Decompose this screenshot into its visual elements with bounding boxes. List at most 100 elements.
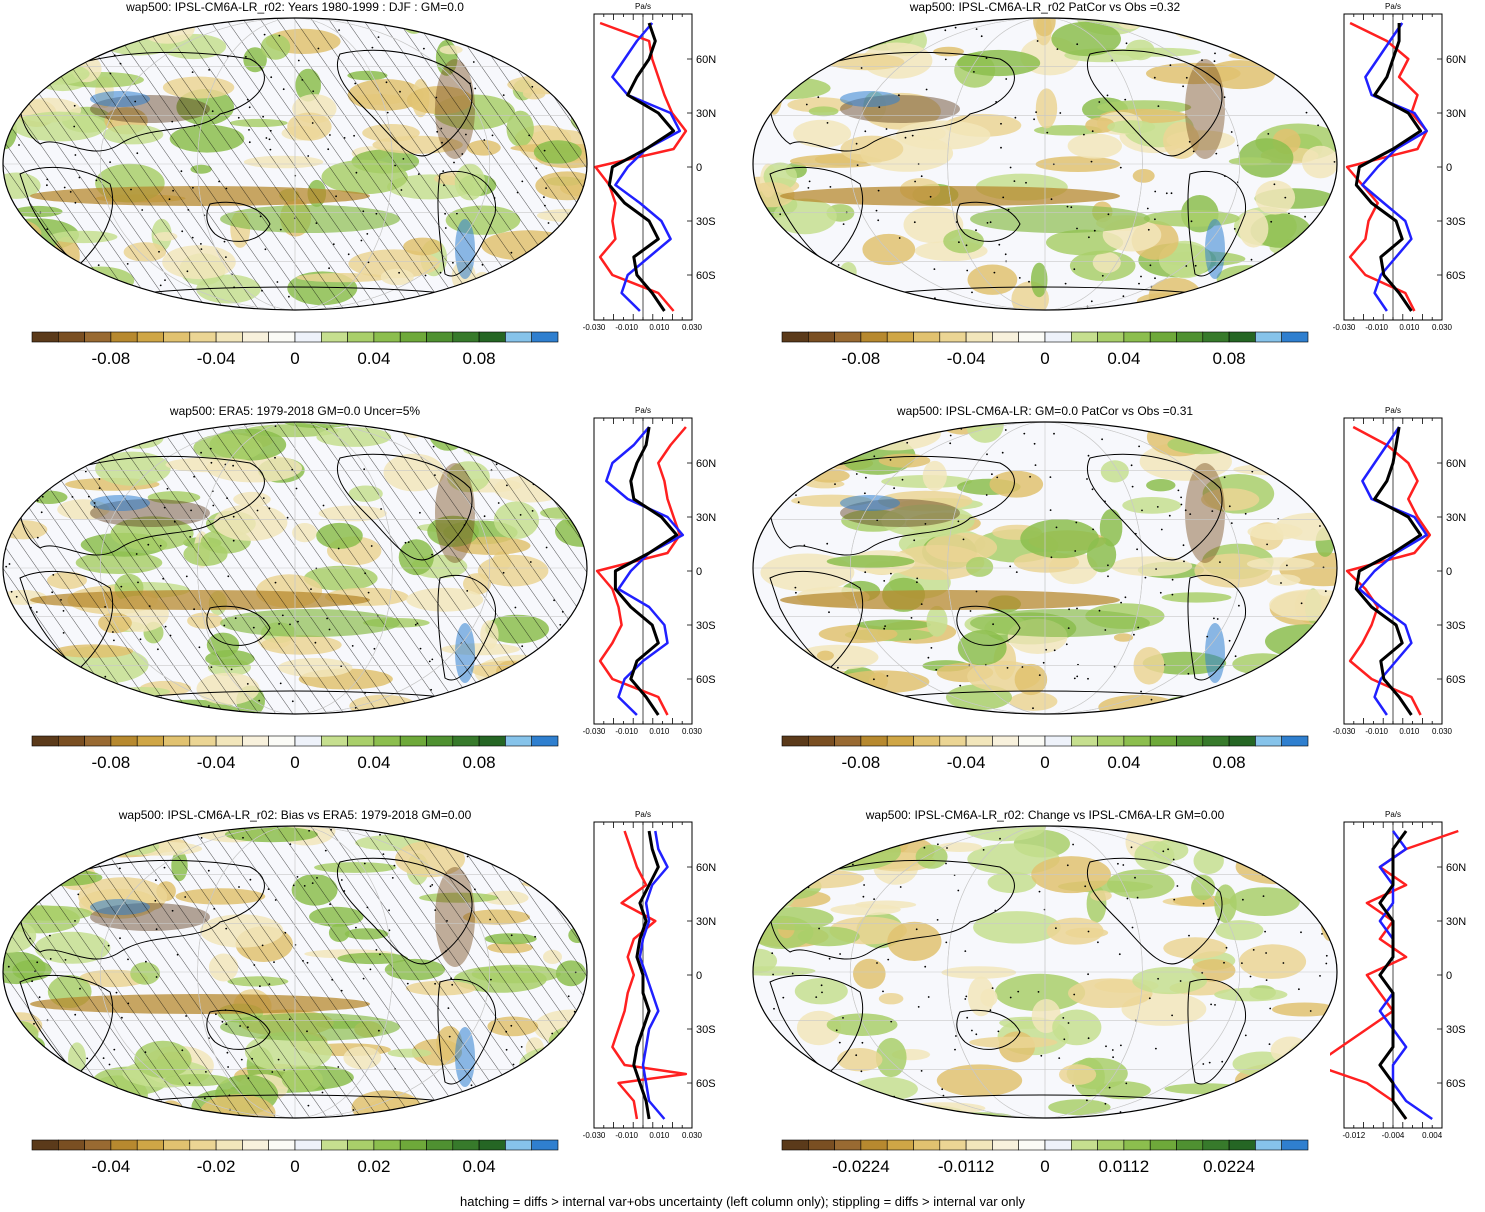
lat-label: 30S — [696, 620, 716, 632]
colorbar-label: 0.02 — [357, 1157, 390, 1176]
field-blob — [467, 1085, 509, 1118]
colorbar-swatch — [965, 735, 993, 747]
map — [2, 421, 588, 715]
colorbar-label: -0.0224 — [832, 1157, 890, 1176]
profile-tick-label: 0.010 — [649, 323, 670, 330]
field-blob — [966, 556, 994, 577]
colorbar-swatch — [320, 1139, 348, 1151]
colorbar-swatch — [215, 331, 243, 343]
field-blob — [3, 267, 50, 302]
field-blob — [753, 1102, 827, 1118]
field-blob — [1302, 145, 1337, 179]
profile-units: Pa/s — [1385, 2, 1401, 11]
map-outline — [752, 421, 1338, 715]
field-blob — [1163, 937, 1228, 959]
field-blob — [42, 826, 110, 841]
field-blob — [862, 233, 916, 266]
profile-units: Pa/s — [635, 2, 651, 11]
field-blob — [753, 53, 830, 65]
colorbar-swatch — [505, 331, 532, 343]
colorbar: -0.08 -0.04 0 0.04 0.08 — [781, 735, 1309, 772]
colorbar-swatch — [242, 735, 269, 747]
field-blob — [500, 422, 530, 431]
field-blob — [6, 640, 33, 664]
colorbar-label: -0.04 — [197, 753, 236, 772]
profile-tick-label: 0.004 — [1422, 1131, 1443, 1138]
field-blob — [957, 630, 1007, 666]
colorbar-swatch — [1070, 735, 1098, 747]
profile-line-blue — [638, 830, 669, 1120]
map — [752, 17, 1338, 311]
coastlines — [769, 453, 1246, 701]
field-blob — [1107, 120, 1156, 134]
colorbar-swatch — [84, 1139, 112, 1151]
colorbar: -0.08 -0.04 0 0.04 0.08 — [31, 331, 559, 368]
lat-label: 30N — [696, 108, 716, 120]
colorbar-swatch — [1123, 735, 1151, 747]
field-blob — [826, 1013, 898, 1036]
colorbar-label: 0.0112 — [1099, 1157, 1150, 1176]
map — [2, 825, 588, 1119]
panel-title: wap500: IPSL-CM6A-LR_r02: Bias vs ERA5: … — [118, 808, 472, 822]
colorbar-swatch — [478, 735, 506, 747]
colorbar-swatch — [1044, 735, 1072, 747]
field-blob — [769, 869, 865, 889]
profile-units: Pa/s — [635, 406, 651, 415]
colorbar-swatch — [531, 331, 559, 343]
colorbar-swatch — [913, 331, 941, 343]
field-blob — [3, 435, 38, 464]
colorbar-label: -0.08 — [92, 349, 131, 368]
colorbar-swatch — [268, 331, 296, 343]
field-blob — [1205, 623, 1225, 683]
profile-line-red — [594, 21, 688, 312]
colorbar-swatch — [347, 735, 375, 747]
colorbar-swatch — [163, 331, 191, 343]
profile-line-black — [1354, 23, 1423, 312]
field-blob — [24, 690, 110, 714]
colorbar-swatch — [992, 1139, 1019, 1151]
colorbar-swatch — [860, 331, 888, 343]
colorbar-swatch — [478, 1139, 506, 1151]
field-blob — [3, 1086, 52, 1103]
colorbar-swatch — [781, 331, 809, 343]
profile-tick-label: -0.030 — [583, 323, 606, 330]
field-blob — [126, 291, 156, 310]
field-blob — [3, 1081, 46, 1107]
colorbar-swatch — [189, 331, 217, 343]
field-blob — [773, 198, 837, 235]
colorbar-swatch — [1097, 331, 1125, 343]
colorbar-swatch — [136, 1139, 164, 1151]
colorbar-swatch — [84, 735, 112, 747]
field-blob — [816, 650, 834, 661]
field-blob — [1146, 479, 1176, 492]
field-blob — [41, 827, 80, 839]
field-blob — [1215, 920, 1264, 941]
profile-line-red — [595, 426, 687, 716]
colorbar-swatch — [1070, 1139, 1098, 1151]
colorbar-swatch — [860, 735, 888, 747]
colorbar-label: 0 — [290, 349, 299, 368]
field-blob — [1100, 460, 1129, 483]
colorbar-swatch — [1018, 735, 1046, 747]
colorbar-swatch — [1228, 331, 1256, 343]
field-blob — [1268, 281, 1325, 304]
lat-label: 60S — [1446, 674, 1466, 686]
colorbar-label: 0.04 — [463, 1157, 496, 1176]
profile-line-black — [613, 426, 679, 716]
lat-label: 0 — [696, 566, 702, 578]
colorbar-swatch — [57, 1139, 85, 1151]
field-blob — [1113, 633, 1134, 642]
map-outline — [2, 825, 588, 1119]
profile-tick-label: -0.010 — [615, 727, 638, 734]
profile-tick-label: -0.012 — [1342, 1131, 1365, 1138]
colorbar-swatch — [320, 735, 348, 747]
field-blob — [3, 246, 44, 283]
profile-tick-label: -0.030 — [1333, 727, 1356, 734]
field-blob — [1299, 422, 1334, 455]
profile-line-blue — [605, 426, 685, 716]
field-blob — [527, 422, 572, 446]
colorbar-swatch — [136, 331, 164, 343]
field-blob — [840, 495, 900, 511]
field-blob — [753, 1088, 812, 1118]
colorbar-swatch — [399, 331, 427, 343]
